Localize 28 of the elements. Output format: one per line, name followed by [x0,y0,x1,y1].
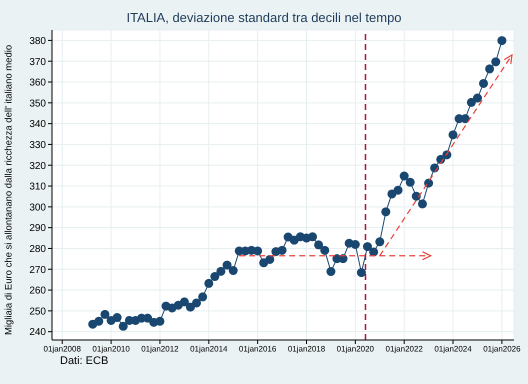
y-tick-label: 330 [29,140,46,151]
y-axis-title: Migliaia di Euro che si allontanano dalla ricchezza dell' italiano medio [3,44,14,335]
y-tick-label: 350 [29,98,46,110]
y-tick-label: 380 [29,36,46,47]
text: Dati: ECB [60,355,108,367]
y-tick-label: 260 [29,286,46,297]
y-tick-label: 320 [29,160,46,172]
x-tick-label: 01jan2024 [434,344,472,354]
x-tick-label: 01jan2020 [336,344,375,354]
x-tick-label: 01jan2016 [238,344,277,354]
x-tick-label: 01jan2018 [288,344,326,354]
y-tick-label: 360 [29,78,46,89]
y-tick-label: 290 [29,223,46,234]
y-tick-label: 280 [29,244,46,256]
y-tick-label: 240 [29,327,46,338]
x-tick-label: 01jan2010 [92,344,130,354]
chart-title: ITALIA, deviazione standard tra decili nel tempo [125,10,403,25]
y-tick-label: 270 [29,264,46,276]
y-tick-label: 300 [29,202,46,214]
x-tick-label: 01jan2012 [141,344,180,354]
y-tick-label: 310 [29,182,46,193]
x-tick-label: 01jan2014 [190,344,228,354]
y-tick-label: 250 [29,306,46,318]
x-tick-label: 01jan2022 [386,344,424,354]
x-tick-label: 01jan2008 [44,344,82,354]
y-tick-label: 340 [29,119,46,130]
x-tick-label: 01jan2026 [483,344,522,354]
y-tick-label: 370 [29,56,46,68]
